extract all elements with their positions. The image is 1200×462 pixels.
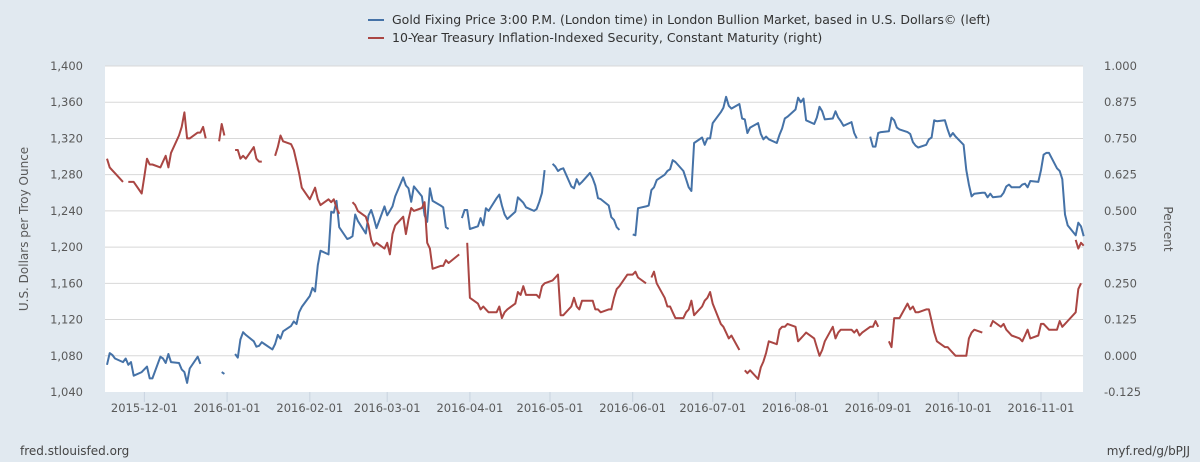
legend-swatch-tips xyxy=(368,37,384,39)
series-line-gold-segment xyxy=(460,169,546,230)
series-line-gold-segment xyxy=(234,176,450,359)
y-right-tick-label: 0.500 xyxy=(1104,204,1137,218)
series-line-tips-segment xyxy=(128,111,207,195)
y-left-tick-label: 1,040 xyxy=(50,385,83,399)
y-right-tick-label: 0.625 xyxy=(1104,168,1137,182)
y-right-tick-label: 0.000 xyxy=(1104,349,1137,363)
y-axis-right: -0.125 0.000 0.125 0.250 0.375 0.500 0.625 0.75… xyxy=(1104,59,1141,399)
x-tick-label: 2016-06-01 xyxy=(599,401,666,415)
x-tick-label: 2015-12-01 xyxy=(111,401,178,415)
x-tick-label: 2016-03-01 xyxy=(354,401,421,415)
series-lines xyxy=(106,95,1085,384)
y-right-tick-label: 0.375 xyxy=(1104,240,1137,254)
x-tick-label: 2016-11-01 xyxy=(1008,401,1075,415)
y-axis-left: 1,040 1,080 1,120 1,160 1,200 1,240 1,280 1,320… xyxy=(50,59,83,399)
series-line-gold-segment xyxy=(632,95,858,237)
series-line-tips-segment xyxy=(744,320,880,380)
x-tick-label: 2016-10-01 xyxy=(925,401,992,415)
x-axis: 2015-12-01 2016-01-01 2016-02-01 2016-03-01… xyxy=(111,392,1074,415)
y-left-tick-label: 1,080 xyxy=(50,349,83,363)
series-line-gold-segment xyxy=(106,352,202,384)
series-line-tips-segment xyxy=(466,242,647,320)
series-line-tips-segment xyxy=(887,302,983,357)
source-link[interactable]: fred.stlouisfed.org xyxy=(20,444,130,458)
series-line-tips-segment xyxy=(106,158,124,183)
legend: Gold Fixing Price 3:00 P.M. (London time… xyxy=(368,11,990,47)
y-left-tick-label: 1,320 xyxy=(50,131,83,145)
x-tick-label: 2016-01-01 xyxy=(194,401,261,415)
y-left-tick-label: 1,120 xyxy=(50,313,83,327)
plot-area xyxy=(105,66,1083,392)
series-line-gold-segment xyxy=(221,371,225,375)
x-tick-label: 2016-02-01 xyxy=(276,401,343,415)
y-left-tick-label: 1,360 xyxy=(50,95,83,109)
y-left-tick-label: 1,160 xyxy=(50,276,83,290)
x-tick-label: 2016-05-01 xyxy=(517,401,584,415)
legend-item-tips[interactable]: 10-Year Treasury Inflation-Indexed Secur… xyxy=(368,29,990,47)
y-right-tick-label: 1.000 xyxy=(1104,59,1137,73)
x-tick-label: 2016-08-01 xyxy=(762,401,829,415)
y-right-tick-label: 0.125 xyxy=(1104,313,1137,327)
series-line-tips-segment xyxy=(235,146,262,163)
series-line-tips-segment xyxy=(274,134,341,215)
y-right-tick-label: 0.875 xyxy=(1104,95,1137,109)
y-left-tick-label: 1,200 xyxy=(50,240,83,254)
x-tick-label: 2016-04-01 xyxy=(436,401,503,415)
legend-label-tips: 10-Year Treasury Inflation-Indexed Secur… xyxy=(392,30,823,45)
y-left-tick-label: 1,280 xyxy=(50,168,83,182)
y-axis-left-label: U.S. Dollars per Troy Ounce xyxy=(17,147,31,311)
y-left-tick-label: 1,400 xyxy=(50,59,83,73)
series-line-tips-segment xyxy=(218,123,226,142)
series-line-tips-segment xyxy=(650,270,741,351)
y-right-tick-label: 0.250 xyxy=(1104,276,1137,290)
y-left-tick-label: 1,240 xyxy=(50,204,83,218)
series-line-gold-segment xyxy=(869,116,1085,237)
grid-lines xyxy=(105,65,1083,357)
legend-label-gold: Gold Fixing Price 3:00 P.M. (London time… xyxy=(392,12,991,27)
y-right-tick-label: 0.750 xyxy=(1104,131,1137,145)
short-link[interactable]: myf.red/g/bPJJ xyxy=(1106,444,1190,458)
series-line-tips-segment xyxy=(351,201,460,270)
legend-item-gold[interactable]: Gold Fixing Price 3:00 P.M. (London time… xyxy=(368,11,990,29)
series-line-tips-segment xyxy=(1074,239,1085,250)
x-tick-label: 2016-07-01 xyxy=(679,401,746,415)
series-line-gold-segment xyxy=(551,163,621,231)
series-line-tips-segment xyxy=(989,282,1082,343)
legend-swatch-gold xyxy=(368,19,384,21)
x-tick-label: 2016-09-01 xyxy=(845,401,912,415)
y-axis-right-label: Percent xyxy=(1161,206,1175,251)
y-right-tick-label: -0.125 xyxy=(1104,385,1141,399)
